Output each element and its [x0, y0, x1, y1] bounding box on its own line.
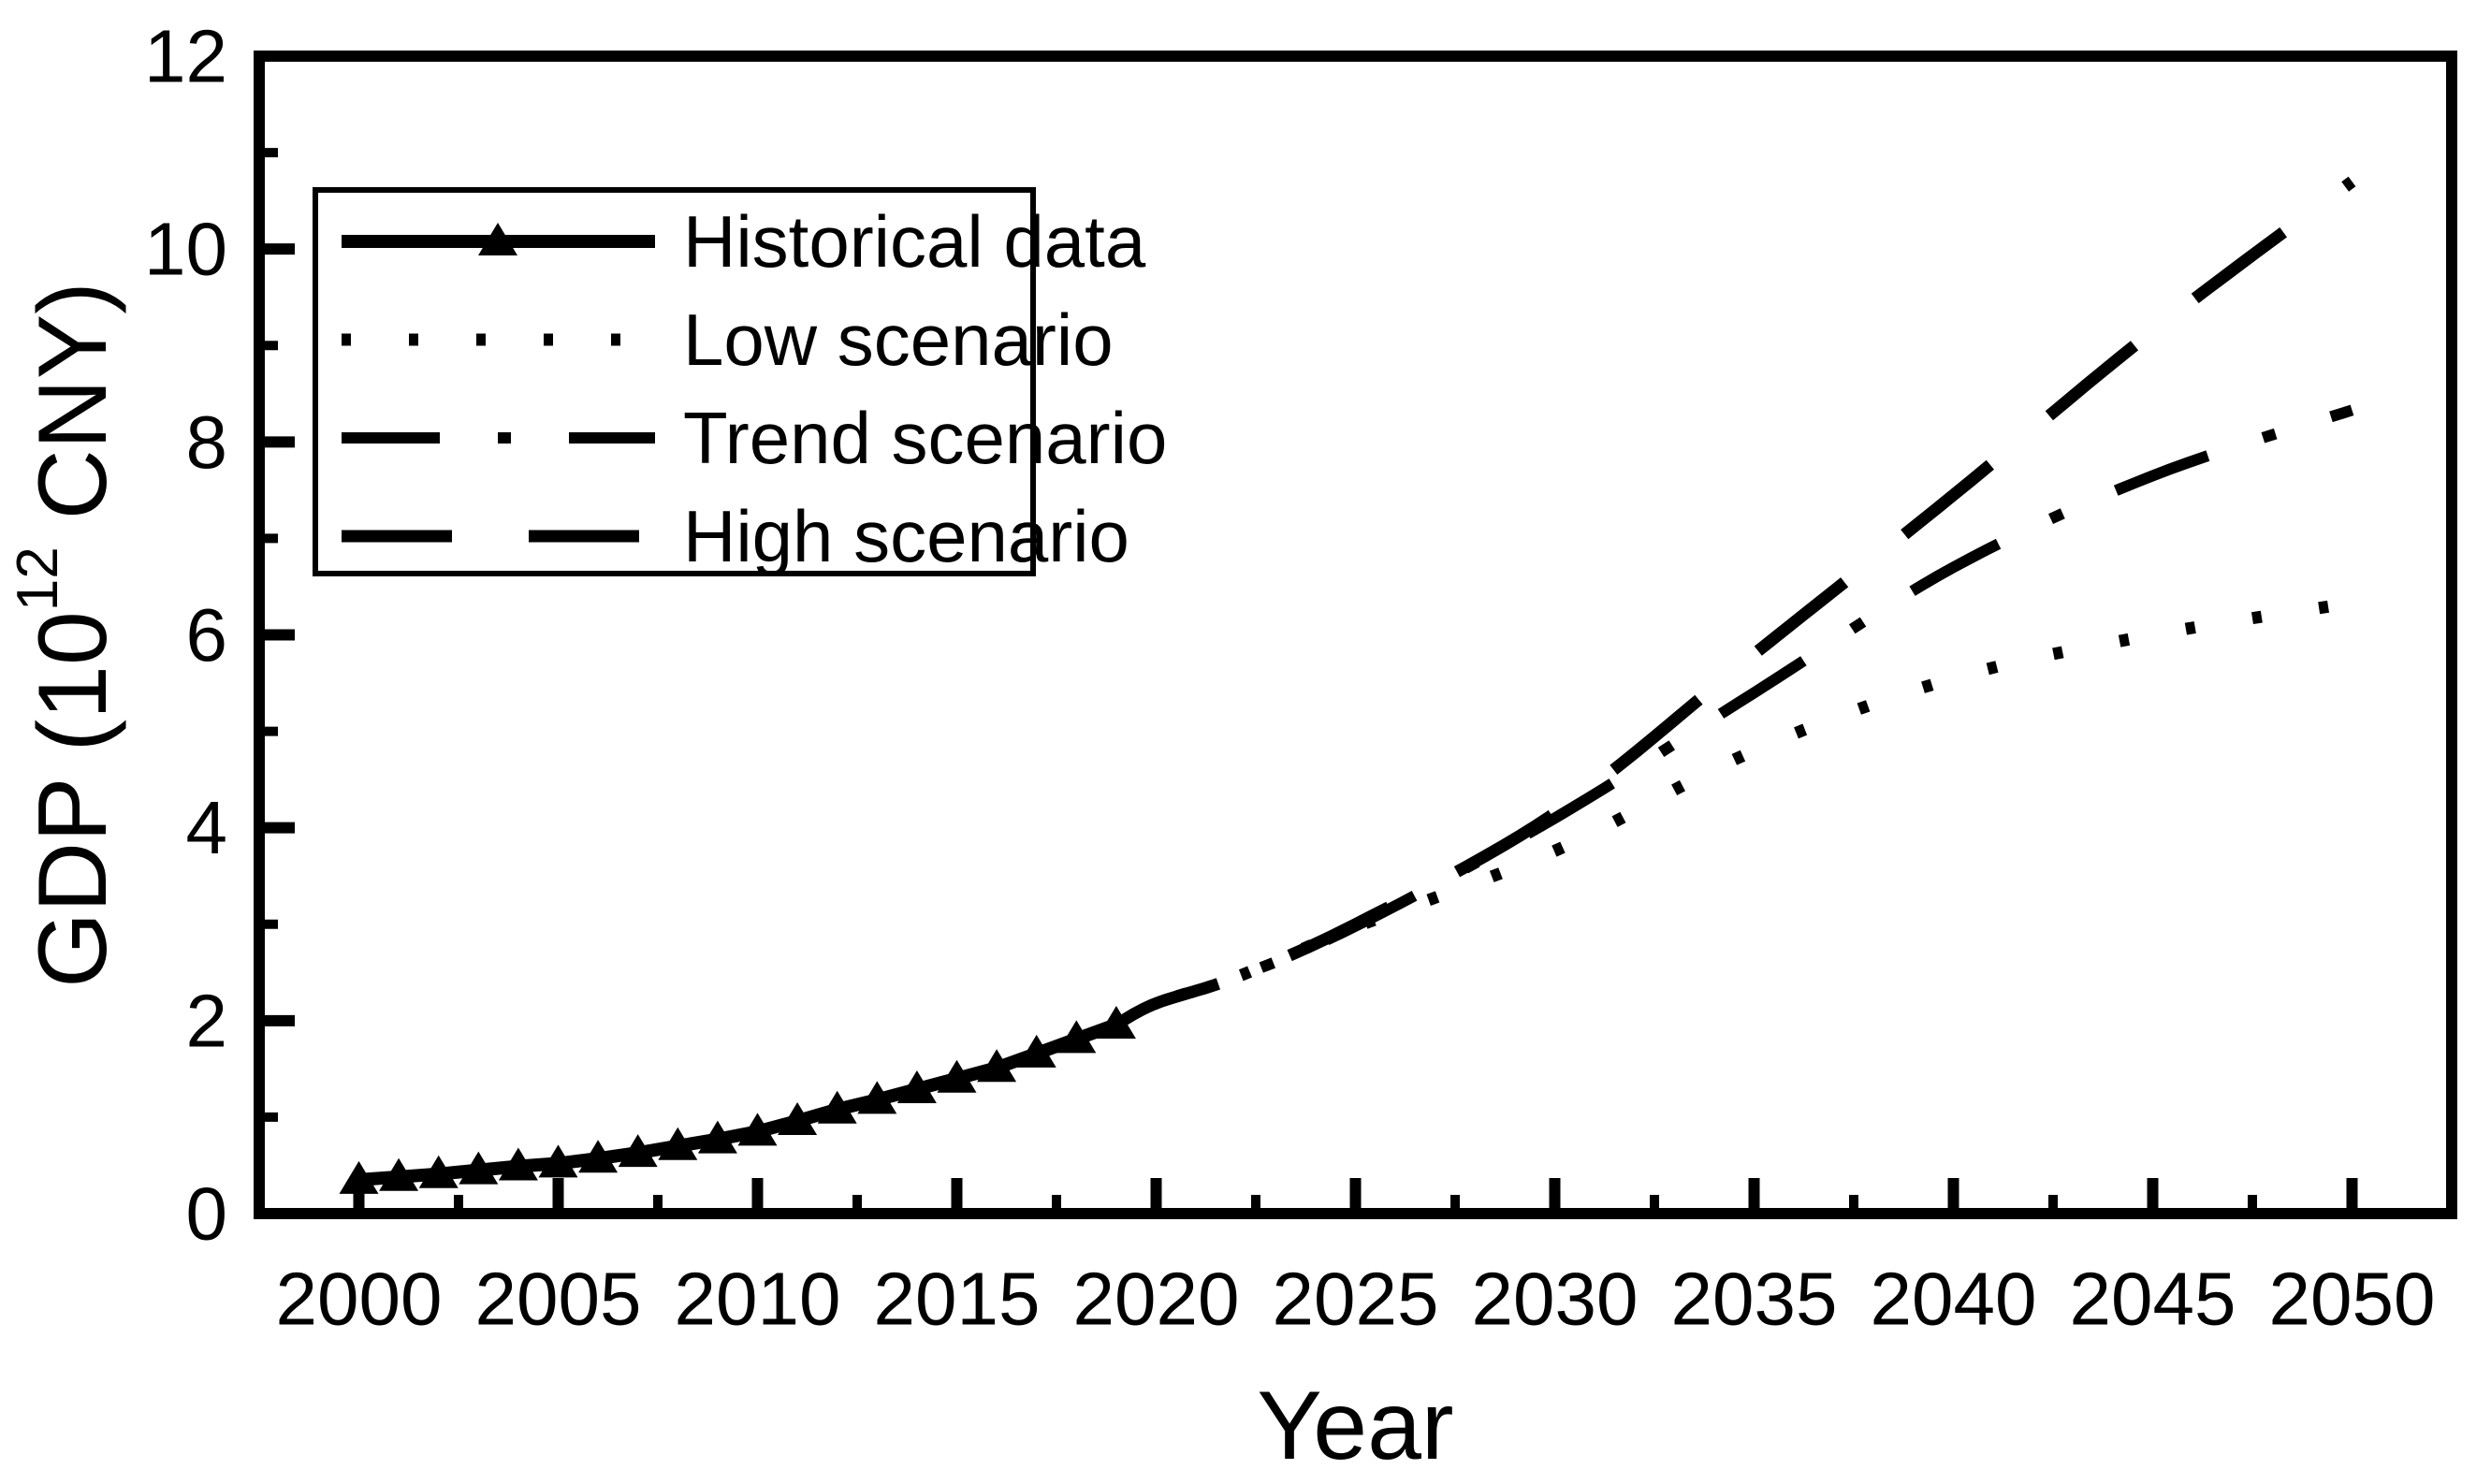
y-tick-label-2: 2: [186, 979, 228, 1062]
y-tick-label-10: 10: [144, 208, 227, 291]
data-point-marker: [498, 1147, 538, 1181]
data-point-marker: [418, 1155, 459, 1188]
y-axis-tick-labels: 0 2 4 6 8 10 12: [144, 15, 227, 1256]
y-tick-label-4: 4: [186, 786, 228, 869]
legend-label-trend-scenario: Trend scenario: [683, 397, 1167, 479]
data-point-marker: [977, 1049, 1017, 1083]
y-axis-ticks: [259, 51, 295, 1219]
x-tick-label-2015: 2015: [874, 1258, 1041, 1341]
x-tick-label-2020: 2020: [1073, 1258, 1240, 1341]
legend-item-trend-scenario: Trend scenario: [342, 397, 1167, 479]
x-tick-label-2000: 2000: [276, 1258, 443, 1341]
data-point-marker: [1016, 1034, 1056, 1068]
series-historical-data: [339, 1006, 1136, 1194]
data-point-marker: [459, 1151, 499, 1185]
data-point-marker: [778, 1102, 818, 1135]
legend-item-historical-data: Historical data: [342, 200, 1146, 283]
legend-label-historical-data: Historical data: [683, 200, 1146, 283]
legend-item-high-scenario: High scenario: [342, 495, 1129, 577]
data-point-marker: [1056, 1020, 1097, 1054]
data-point-marker: [339, 1160, 379, 1194]
x-tick-label-2045: 2045: [2070, 1258, 2236, 1341]
y-tick-label-8: 8: [186, 400, 228, 484]
data-point-marker: [578, 1140, 619, 1173]
series-markers-historical-data: [339, 1006, 1136, 1194]
legend-item-low-scenario: Low scenario: [342, 298, 1114, 381]
x-tick-label-2025: 2025: [1273, 1258, 1439, 1341]
y-tick-label-6: 6: [186, 593, 228, 677]
data-point-marker: [817, 1090, 857, 1124]
data-point-marker: [896, 1070, 937, 1103]
y-tick-label-0: 0: [186, 1172, 228, 1256]
legend-label-low-scenario: Low scenario: [683, 298, 1114, 381]
data-point-marker: [737, 1113, 778, 1146]
series-high-scenario: [1113, 176, 2356, 1030]
data-point-marker: [937, 1059, 977, 1093]
legend-triangle-marker-icon: [478, 223, 517, 255]
y-axis-title: GDP (1012 CNY): [6, 282, 128, 988]
data-point-marker: [697, 1120, 737, 1154]
data-point-marker: [857, 1081, 897, 1114]
data-point-marker: [658, 1127, 698, 1160]
legend: Historical data Low scenario Trend scenari…: [313, 187, 1167, 577]
legend-label-high-scenario: High scenario: [683, 495, 1129, 577]
y-tick-label-12: 12: [144, 15, 227, 98]
x-tick-label-2035: 2035: [1671, 1258, 1838, 1341]
x-tick-label-2005: 2005: [475, 1258, 642, 1341]
x-axis-tick-labels: 2000 2005 2010 2015 2020 2025 2030 2035 2040 2045…: [276, 1258, 2436, 1341]
x-tick-label-2010: 2010: [675, 1258, 841, 1341]
x-tick-label-2050: 2050: [2269, 1258, 2436, 1341]
legend-box: [313, 187, 1036, 576]
data-point-marker: [538, 1144, 578, 1178]
x-tick-label-2030: 2030: [1472, 1258, 1639, 1341]
series-line-high-scenario: [1113, 176, 2356, 1030]
x-tick-label-2040: 2040: [1871, 1258, 2037, 1341]
data-point-marker: [618, 1134, 658, 1168]
x-axis-title: Year: [1257, 1372, 1453, 1480]
data-point-marker: [379, 1157, 419, 1191]
